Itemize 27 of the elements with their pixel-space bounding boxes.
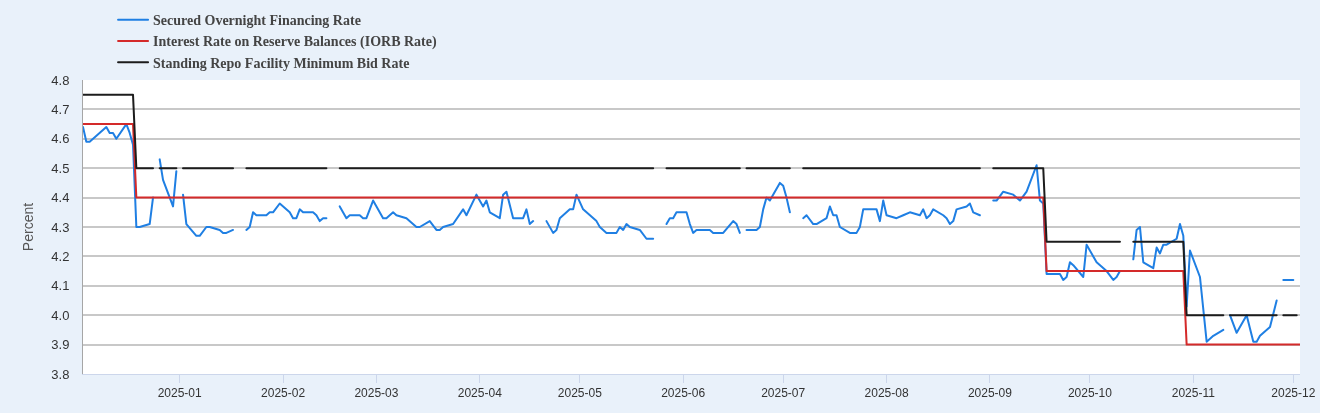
x-tick-label: 2025-02 bbox=[261, 386, 306, 401]
x-tick-label: 2025-06 bbox=[661, 386, 706, 401]
x-tick-label: 2025-01 bbox=[157, 386, 203, 401]
x-tick-label: 2025-04 bbox=[457, 386, 503, 401]
legend-label: Standing Repo Facility Minimum Bid Rate bbox=[153, 55, 410, 71]
y-tick-label: 4.5 bbox=[51, 160, 70, 176]
x-tick-label: 2025-10 bbox=[1067, 386, 1113, 401]
x-tick-label: 2025-05 bbox=[557, 386, 603, 401]
y-tick-label: 4.3 bbox=[51, 219, 70, 235]
legend-label: Interest Rate on Reserve Balances (IORB Rate) bbox=[153, 34, 437, 51]
y-tick-label: 4.1 bbox=[51, 278, 70, 294]
y-tick-label: 4.2 bbox=[51, 248, 70, 264]
x-tick-label: 2025-03 bbox=[354, 386, 399, 401]
legend-label: Secured Overnight Financing Rate bbox=[153, 13, 361, 29]
y-tick-label: 3.9 bbox=[51, 337, 70, 353]
x-tick-label: 2025-09 bbox=[967, 386, 1013, 401]
y-tick-label: 4.8 bbox=[51, 72, 70, 88]
y-tick-label: 4.6 bbox=[51, 131, 70, 147]
x-tick-label: 2025-11 bbox=[1171, 386, 1216, 401]
y-tick-label: 3.8 bbox=[51, 366, 70, 382]
y-tick-label: 4.0 bbox=[51, 307, 70, 323]
x-tick-label: 2025-08 bbox=[864, 386, 909, 401]
y-axis-title: Percent bbox=[19, 202, 36, 252]
x-tick-label: 2025-07 bbox=[761, 386, 806, 401]
x-tick-label: 2025-12 bbox=[1271, 386, 1316, 401]
y-tick-label: 4.4 bbox=[51, 190, 70, 206]
y-tick-label: 4.7 bbox=[51, 101, 70, 117]
